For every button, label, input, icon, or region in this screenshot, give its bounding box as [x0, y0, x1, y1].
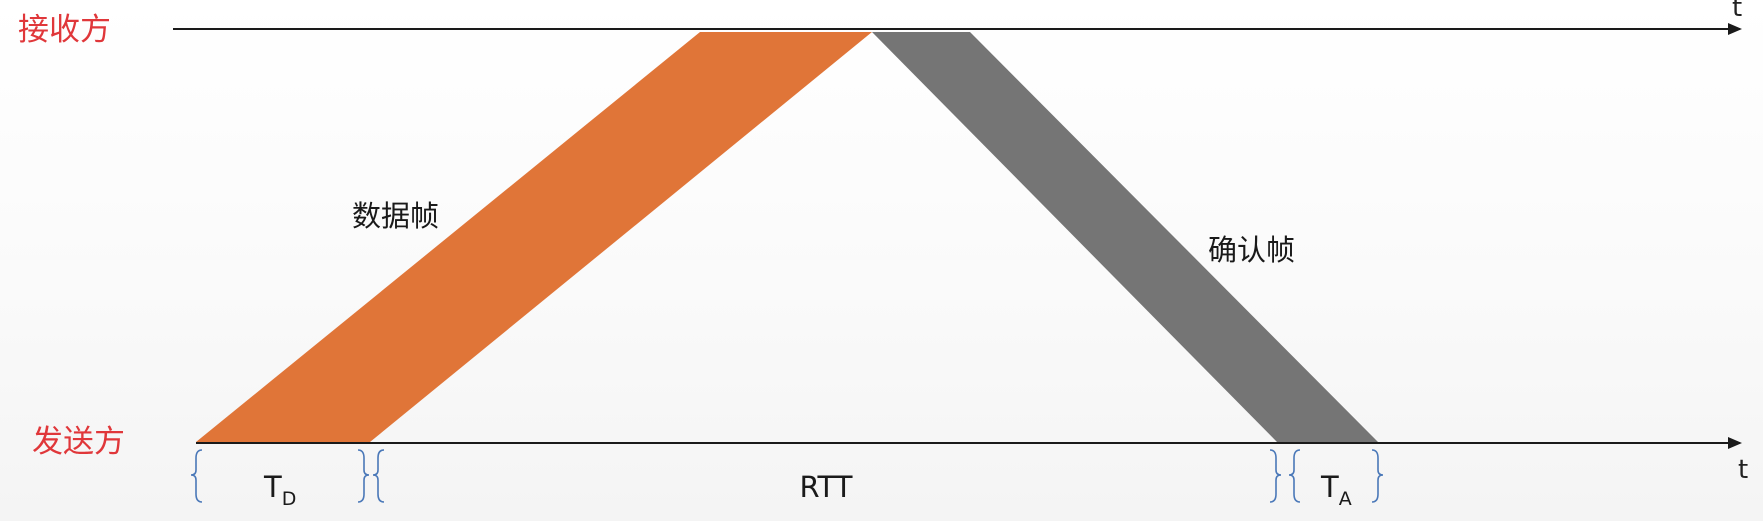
ta-label-subscript: A — [1339, 488, 1352, 510]
ta-left-brace — [1288, 449, 1301, 503]
ta-label: TA — [1320, 470, 1352, 510]
data-frame-label: 数据帧 — [352, 199, 439, 233]
rtt-left-brace — [372, 449, 385, 503]
td-label-subscript: D — [282, 488, 297, 510]
ack-frame-band — [872, 32, 1378, 442]
td-label-main: T — [263, 470, 282, 504]
rtt-label: RTT — [800, 470, 853, 504]
receiver-time-axis-label: t — [1732, 0, 1742, 23]
ta-label-main: T — [1320, 470, 1339, 504]
data-frame-band — [196, 32, 872, 442]
sender-label: 发送方 — [32, 424, 125, 460]
td-right-brace — [357, 449, 370, 503]
td-label: TD — [263, 470, 296, 510]
rtt-right-brace — [1269, 449, 1282, 503]
td-left-brace — [190, 449, 203, 503]
sender-time-axis-label: t — [1738, 455, 1748, 485]
receiver-label: 接收方 — [18, 12, 111, 48]
ta-right-brace — [1371, 449, 1384, 503]
ack-frame-label: 确认帧 — [1208, 233, 1295, 267]
